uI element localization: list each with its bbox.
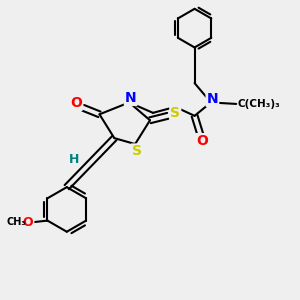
Text: O: O	[23, 216, 34, 229]
Text: N: N	[207, 92, 218, 106]
Text: O: O	[70, 96, 82, 110]
Text: S: S	[170, 106, 180, 120]
Text: C(CH₃)₃: C(CH₃)₃	[238, 99, 280, 109]
Text: H: H	[69, 153, 80, 166]
Text: O: O	[196, 134, 208, 148]
Text: CH₃: CH₃	[7, 217, 26, 227]
Text: N: N	[125, 91, 136, 105]
Text: S: S	[132, 145, 142, 158]
